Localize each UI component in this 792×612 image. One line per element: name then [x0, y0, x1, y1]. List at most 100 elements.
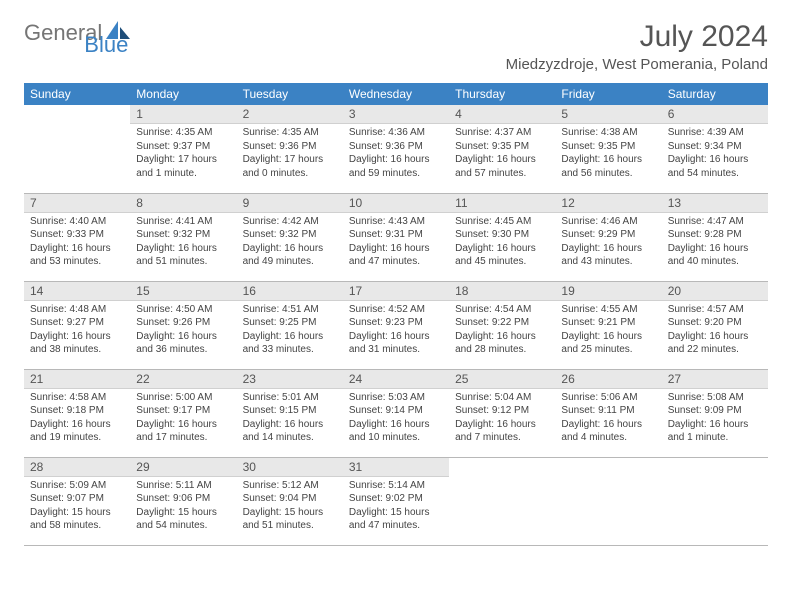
- sunrise-line: Sunrise: 4:47 AM: [668, 216, 744, 227]
- day-details: Sunrise: 4:57 AMSunset: 9:20 PMDaylight:…: [662, 301, 768, 363]
- daylight-line: Daylight: 15 hours and 54 minutes.: [136, 507, 217, 532]
- daylight-line: Daylight: 16 hours and 43 minutes.: [561, 243, 642, 268]
- day-details: Sunrise: 4:35 AMSunset: 9:36 PMDaylight:…: [237, 124, 343, 186]
- day-details: Sunrise: 5:14 AMSunset: 9:02 PMDaylight:…: [343, 477, 449, 539]
- sunset-line: Sunset: 9:32 PM: [136, 229, 210, 240]
- daylight-line: Daylight: 16 hours and 10 minutes.: [349, 419, 430, 444]
- weekday-header: Saturday: [662, 83, 768, 105]
- sunrise-line: Sunrise: 5:06 AM: [561, 392, 637, 403]
- sunrise-line: Sunrise: 4:45 AM: [455, 216, 531, 227]
- calendar-cell: 27Sunrise: 5:08 AMSunset: 9:09 PMDayligh…: [662, 369, 768, 457]
- sunset-line: Sunset: 9:06 PM: [136, 493, 210, 504]
- daylight-line: Daylight: 16 hours and 33 minutes.: [243, 331, 324, 356]
- daylight-line: Daylight: 15 hours and 47 minutes.: [349, 507, 430, 532]
- daylight-line: Daylight: 16 hours and 25 minutes.: [561, 331, 642, 356]
- day-details: Sunrise: 4:35 AMSunset: 9:37 PMDaylight:…: [130, 124, 236, 186]
- daylight-line: Daylight: 16 hours and 38 minutes.: [30, 331, 111, 356]
- day-number: 16: [237, 282, 343, 301]
- day-number: 12: [555, 194, 661, 213]
- calendar-cell: 19Sunrise: 4:55 AMSunset: 9:21 PMDayligh…: [555, 281, 661, 369]
- daylight-line: Daylight: 16 hours and 49 minutes.: [243, 243, 324, 268]
- day-details: Sunrise: 4:55 AMSunset: 9:21 PMDaylight:…: [555, 301, 661, 363]
- sunset-line: Sunset: 9:30 PM: [455, 229, 529, 240]
- sunset-line: Sunset: 9:29 PM: [561, 229, 635, 240]
- location-subtitle: Miedzyzdroje, West Pomerania, Poland: [506, 56, 768, 73]
- page-title: July 2024: [506, 20, 768, 54]
- day-details: Sunrise: 4:52 AM Sunset: 9:23 PM Daylight:…: [343, 301, 449, 363]
- day-number: 6: [662, 105, 768, 124]
- calendar-cell: 11Sunrise: 4:45 AMSunset: 9:30 PMDayligh…: [449, 193, 555, 281]
- day-details: Sunrise: 4:54 AMSunset: 9:22 PMDaylight:…: [449, 301, 555, 363]
- daylight-line: Daylight: 15 hours and 58 minutes.: [30, 507, 111, 532]
- day-details: Sunrise: 5:01 AMSunset: 9:15 PMDaylight:…: [237, 389, 343, 451]
- day-details: Sunrise: 5:04 AMSunset: 9:12 PMDaylight:…: [449, 389, 555, 451]
- sunset-line: Sunset: 9:37 PM: [136, 141, 210, 152]
- sunset-line: Sunset: 9:32 PM: [243, 229, 317, 240]
- day-details: Sunrise: 4:40 AMSunset: 9:33 PMDaylight:…: [24, 213, 130, 275]
- day-details: Sunrise: 4:51 AMSunset: 9:25 PMDaylight:…: [237, 301, 343, 363]
- calendar-week-row: 1Sunrise: 4:35 AMSunset: 9:37 PMDaylight…: [24, 105, 768, 193]
- calendar-cell: 20Sunrise: 4:57 AMSunset: 9:20 PMDayligh…: [662, 281, 768, 369]
- day-number: 17: [343, 282, 449, 301]
- sunrise-line: Sunrise: 4:50 AM: [136, 304, 212, 315]
- daylight-line: Daylight: 16 hours and 4 minutes.: [561, 419, 642, 444]
- sunset-line: Sunset: 9:21 PM: [561, 317, 635, 328]
- sunset-line: Sunset: 9:36 PM: [243, 141, 317, 152]
- calendar-cell: 3Sunrise: 4:36 AMSunset: 9:36 PMDaylight…: [343, 105, 449, 193]
- daylight-line: Daylight: 16 hours and 54 minutes.: [668, 154, 749, 179]
- sunrise-line: Sunrise: 4:35 AM: [136, 127, 212, 138]
- day-details: Sunrise: 5:09 AMSunset: 9:07 PMDaylight:…: [24, 477, 130, 539]
- sunset-line: Sunset: 9:23 PM: [349, 317, 423, 328]
- sunrise-line: Sunrise: 4:35 AM: [243, 127, 319, 138]
- day-number: 4: [449, 105, 555, 124]
- calendar-cell: 30Sunrise: 5:12 AMSunset: 9:04 PMDayligh…: [237, 457, 343, 545]
- daylight-line: Daylight: 16 hours and 22 minutes.: [668, 331, 749, 356]
- calendar-week-row: 28Sunrise: 5:09 AMSunset: 9:07 PMDayligh…: [24, 457, 768, 545]
- daylight-line: Daylight: 16 hours and 59 minutes.: [349, 154, 430, 179]
- sunset-line: Sunset: 9:18 PM: [30, 405, 104, 416]
- sunrise-line: Sunrise: 4:46 AM: [561, 216, 637, 227]
- calendar-cell: 7Sunrise: 4:40 AMSunset: 9:33 PMDaylight…: [24, 193, 130, 281]
- sunset-line: Sunset: 9:35 PM: [561, 141, 635, 152]
- calendar-cell: 12 Sunrise: 4:46 AM Sunset: 9:29 PM Dayligh…: [555, 193, 661, 281]
- sunset-line: Sunset: 9:36 PM: [349, 141, 423, 152]
- sunset-line: Sunset: 9:22 PM: [455, 317, 529, 328]
- day-details: Sunrise: 5:06 AMSunset: 9:11 PMDaylight:…: [555, 389, 661, 451]
- daylight-line: Daylight: 16 hours and 31 minutes.: [349, 331, 430, 356]
- calendar-cell: [555, 457, 661, 545]
- day-details: Sunrise: 4:37 AMSunset: 9:35 PMDaylight:…: [449, 124, 555, 186]
- calendar-cell: 16Sunrise: 4:51 AMSunset: 9:25 PMDayligh…: [237, 281, 343, 369]
- calendar-cell: 2Sunrise: 4:35 AMSunset: 9:36 PMDaylight…: [237, 105, 343, 193]
- sunrise-line: Sunrise: 5:00 AM: [136, 392, 212, 403]
- daylight-line: Daylight: 16 hours and 19 minutes.: [30, 419, 111, 444]
- calendar-cell: 22Sunrise: 5:00 AMSunset: 9:17 PMDayligh…: [130, 369, 236, 457]
- day-number: 27: [662, 370, 768, 389]
- day-number: 25: [449, 370, 555, 389]
- day-details: Sunrise: 4:46 AM Sunset: 9:29 PM Daylight:…: [555, 213, 661, 275]
- weekday-header: Friday: [555, 83, 661, 105]
- sunrise-line: Sunrise: 5:04 AM: [455, 392, 531, 403]
- header: General Blue July 2024 Miedzyzdroje, Wes…: [24, 20, 768, 73]
- day-details: Sunrise: 4:50 AMSunset: 9:26 PMDaylight:…: [130, 301, 236, 363]
- day-number: 19: [555, 282, 661, 301]
- calendar-cell: 6Sunrise: 4:39 AMSunset: 9:34 PMDaylight…: [662, 105, 768, 193]
- weekday-header: Thursday: [449, 83, 555, 105]
- daylight-line: Daylight: 16 hours and 57 minutes.: [455, 154, 536, 179]
- day-number: 10: [343, 194, 449, 213]
- sunrise-line: Sunrise: 4:57 AM: [668, 304, 744, 315]
- calendar-week-row: 7Sunrise: 4:40 AMSunset: 9:33 PMDaylight…: [24, 193, 768, 281]
- sunrise-line: Sunrise: 5:09 AM: [30, 480, 106, 491]
- day-details: Sunrise: 4:39 AMSunset: 9:34 PMDaylight:…: [662, 124, 768, 186]
- day-details: Sunrise: 4:58 AMSunset: 9:18 PMDaylight:…: [24, 389, 130, 451]
- day-details: Sunrise: 5:08 AMSunset: 9:09 PMDaylight:…: [662, 389, 768, 451]
- calendar-cell: 23Sunrise: 5:01 AMSunset: 9:15 PMDayligh…: [237, 369, 343, 457]
- day-number: 24: [343, 370, 449, 389]
- sunrise-line: Sunrise: 5:08 AM: [668, 392, 744, 403]
- calendar-cell: 28Sunrise: 5:09 AMSunset: 9:07 PMDayligh…: [24, 457, 130, 545]
- day-details: Sunrise: 4:48 AMSunset: 9:27 PMDaylight:…: [24, 301, 130, 363]
- weekday-header: Tuesday: [237, 83, 343, 105]
- day-number: 22: [130, 370, 236, 389]
- logo: General Blue: [24, 20, 178, 46]
- sunrise-line: Sunrise: 4:52 AM: [349, 304, 425, 315]
- sunset-line: Sunset: 9:34 PM: [668, 141, 742, 152]
